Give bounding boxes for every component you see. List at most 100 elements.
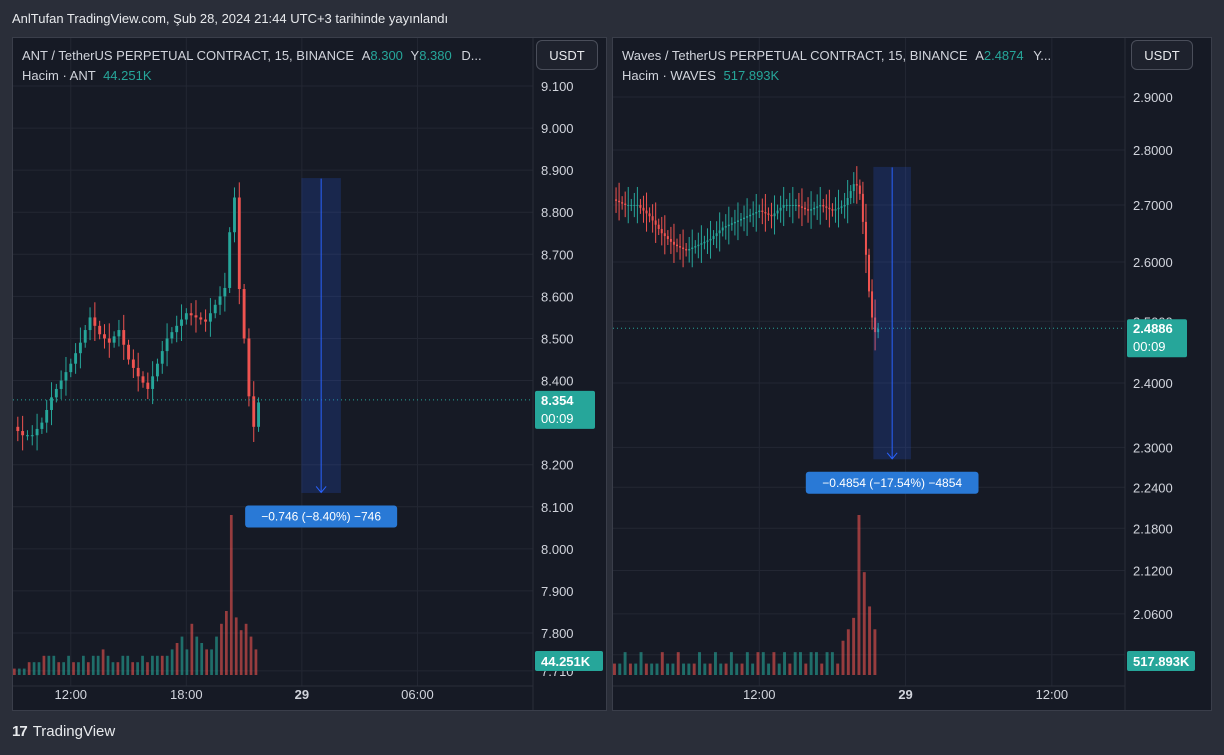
volume-bar	[205, 649, 208, 675]
candle-body	[800, 206, 803, 208]
y-tick-label: 7.900	[541, 584, 574, 599]
x-tick-label: 29	[898, 687, 912, 702]
candle-body	[180, 319, 183, 326]
candle-body	[54, 388, 58, 398]
open-value: 8.300	[370, 48, 403, 63]
more-label: Y...	[1033, 48, 1052, 63]
candle-body	[709, 238, 712, 241]
candle-body	[618, 200, 621, 203]
countdown-label: 00:09	[1133, 339, 1166, 354]
volume-bar	[146, 662, 149, 675]
candle-body	[697, 244, 700, 247]
chart-panel-waves[interactable]: 2.90002.80002.70002.60002.50002.40002.30…	[612, 37, 1212, 711]
volume-bar	[77, 662, 80, 675]
candle-body	[831, 209, 834, 211]
measure-arrow-head	[315, 486, 327, 494]
volume-bar	[767, 663, 771, 675]
candle-body	[88, 317, 92, 331]
volume-indicator-label[interactable]: Hacim · WAVES	[622, 68, 716, 83]
chart-canvas[interactable]: 9.100 9.000 8.900 8.800 8.700 8.600 8.500 8.400…	[13, 38, 607, 711]
candle-body	[660, 228, 663, 234]
footer-brand[interactable]: 17 TradingView	[12, 723, 115, 740]
candle-body	[189, 313, 193, 316]
volume-bar	[239, 630, 243, 675]
candle-body	[624, 203, 627, 205]
volume-bar	[210, 649, 213, 675]
candle-body	[669, 238, 672, 242]
candle-body	[688, 249, 691, 251]
candle-body	[35, 428, 39, 436]
volume-indicator-label[interactable]: Hacim · ANT	[22, 68, 96, 83]
candle-body	[682, 247, 685, 250]
candle-body	[26, 435, 29, 437]
y-tick-label: 8.500	[541, 331, 574, 346]
candle-body	[770, 214, 773, 217]
candle-body	[749, 214, 752, 217]
volume-bar	[62, 662, 66, 675]
candle-body	[776, 210, 779, 214]
candle-body	[779, 207, 782, 211]
volume-bar	[687, 663, 691, 675]
currency-button[interactable]: USDT	[536, 40, 598, 70]
candle-body	[672, 241, 675, 245]
volume-bar	[234, 617, 238, 675]
volume-bar	[873, 629, 877, 675]
candle-body	[30, 435, 34, 437]
tradingview-logo-icon: 17	[12, 723, 28, 740]
candle-body	[59, 380, 63, 389]
volume-bar	[660, 652, 664, 675]
candle-body	[78, 342, 82, 354]
candle-body	[691, 247, 694, 250]
volume-bar	[106, 655, 110, 675]
candle-body	[733, 221, 736, 224]
candle-body	[40, 422, 44, 429]
chart-panel-ant[interactable]: 9.100 9.000 8.900 8.800 8.700 8.600 8.500 8.400…	[12, 37, 607, 711]
volume-bar	[772, 652, 776, 675]
candle-body	[797, 204, 800, 207]
volume-bar	[82, 655, 85, 675]
measure-label: −0.746 (−8.40%) −746	[261, 509, 381, 523]
volume-bar	[37, 662, 41, 675]
candle-body	[165, 338, 169, 352]
volume-bar	[126, 655, 130, 675]
candle-body	[721, 227, 724, 231]
volume-bar	[170, 649, 174, 675]
volume-bar	[804, 663, 808, 675]
candle-body	[755, 212, 758, 214]
candle-body	[184, 313, 188, 320]
candle-body	[648, 213, 651, 217]
y-tick-label: 8.100	[541, 500, 574, 515]
volume-bar	[830, 652, 834, 675]
volume-bar	[783, 652, 787, 675]
candle-body	[724, 226, 727, 228]
y-tick-label: 9.000	[541, 121, 574, 136]
volume-bar	[32, 662, 36, 675]
y-tick-label: 2.9000	[1133, 90, 1173, 105]
chart-canvas[interactable]: 2.90002.80002.70002.60002.50002.40002.30…	[613, 38, 1212, 711]
symbol-title[interactable]: ANT / TetherUS PERPETUAL CONTRACT, 15, B…	[22, 48, 355, 63]
candle-body	[112, 336, 116, 343]
volume-bar	[868, 606, 872, 675]
volume-bar	[825, 652, 829, 675]
candle-body	[834, 209, 837, 211]
candle-body	[676, 244, 678, 247]
candle-body	[788, 204, 791, 206]
volume-bar	[756, 652, 760, 675]
candle-body	[761, 210, 764, 213]
symbol-title[interactable]: Waves / TetherUS PERPETUAL CONTRACT, 15,…	[622, 48, 968, 63]
candle-body	[740, 219, 742, 221]
volume-bar	[116, 662, 120, 675]
volume-bar	[190, 623, 194, 675]
candle-body	[727, 224, 730, 227]
volume-bar	[613, 663, 616, 675]
candle-body	[228, 232, 232, 288]
volume-bar	[740, 663, 744, 675]
x-tick-label: 06:00	[401, 687, 434, 702]
volume-bar	[634, 663, 638, 675]
volume-bar	[862, 572, 866, 675]
candle-body	[257, 402, 260, 427]
candle-body	[868, 254, 870, 292]
currency-button[interactable]: USDT	[1131, 40, 1193, 70]
candle-body	[752, 213, 755, 215]
candle-body	[666, 236, 669, 239]
